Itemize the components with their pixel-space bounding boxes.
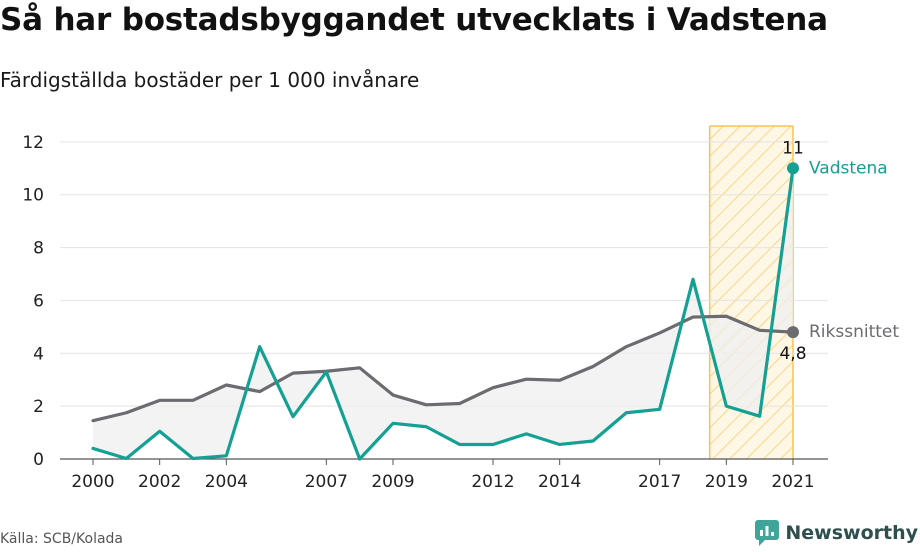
chart-subtitle: Färdigställda bostäder per 1 000 invånar… [0, 68, 420, 92]
end-value-vadstena: 11 [782, 138, 804, 158]
y-tick-label: 2 [33, 397, 44, 417]
x-tick-label: 2007 [305, 472, 348, 492]
end-point-rikssnittet [787, 326, 799, 339]
end-value-rikssnittet: 4,8 [779, 344, 806, 364]
y-tick-label: 0 [33, 450, 44, 470]
x-tick-label: 2017 [638, 472, 681, 492]
y-tick-label: 10 [22, 186, 44, 206]
difference-area [93, 168, 793, 460]
series-line-rikssnittet [91, 314, 795, 423]
x-tick-label: 2000 [71, 472, 114, 492]
x-tick-label: 2004 [205, 472, 248, 492]
brand-logo: Newsworthy [755, 520, 918, 546]
x-tick-label: 2012 [471, 472, 514, 492]
x-tick-label: 2014 [538, 472, 581, 492]
x-tick-label: 2019 [705, 472, 748, 492]
series-label-vadstena: Vadstena [809, 158, 888, 178]
y-tick-label: 6 [33, 291, 44, 311]
y-tick-label: 12 [22, 133, 44, 153]
x-tick-label: 2021 [771, 472, 814, 492]
y-tick-label: 8 [33, 239, 44, 259]
area-between-series [93, 168, 793, 460]
chart-title: Så har bostadsbyggandet utvecklats i Vad… [0, 2, 828, 38]
series-line-vadstena [91, 166, 795, 461]
source-note: Källa: SCB/Kolada [0, 531, 124, 547]
axes: 0 2 4 6 8 10 12 2000 2002 2004 2007 2009 2012 2014 201… [22, 133, 828, 492]
newsworthy-logo-icon [755, 520, 780, 546]
series-lines [91, 162, 799, 461]
y-tick-label: 4 [33, 344, 44, 364]
end-point-vadstena [787, 162, 799, 175]
brand-name: Newsworthy [785, 522, 918, 544]
x-tick-label: 2009 [371, 472, 414, 492]
series-label-rikssnittet: Rikssnittet [809, 322, 899, 342]
x-tick-label: 2002 [138, 472, 181, 492]
